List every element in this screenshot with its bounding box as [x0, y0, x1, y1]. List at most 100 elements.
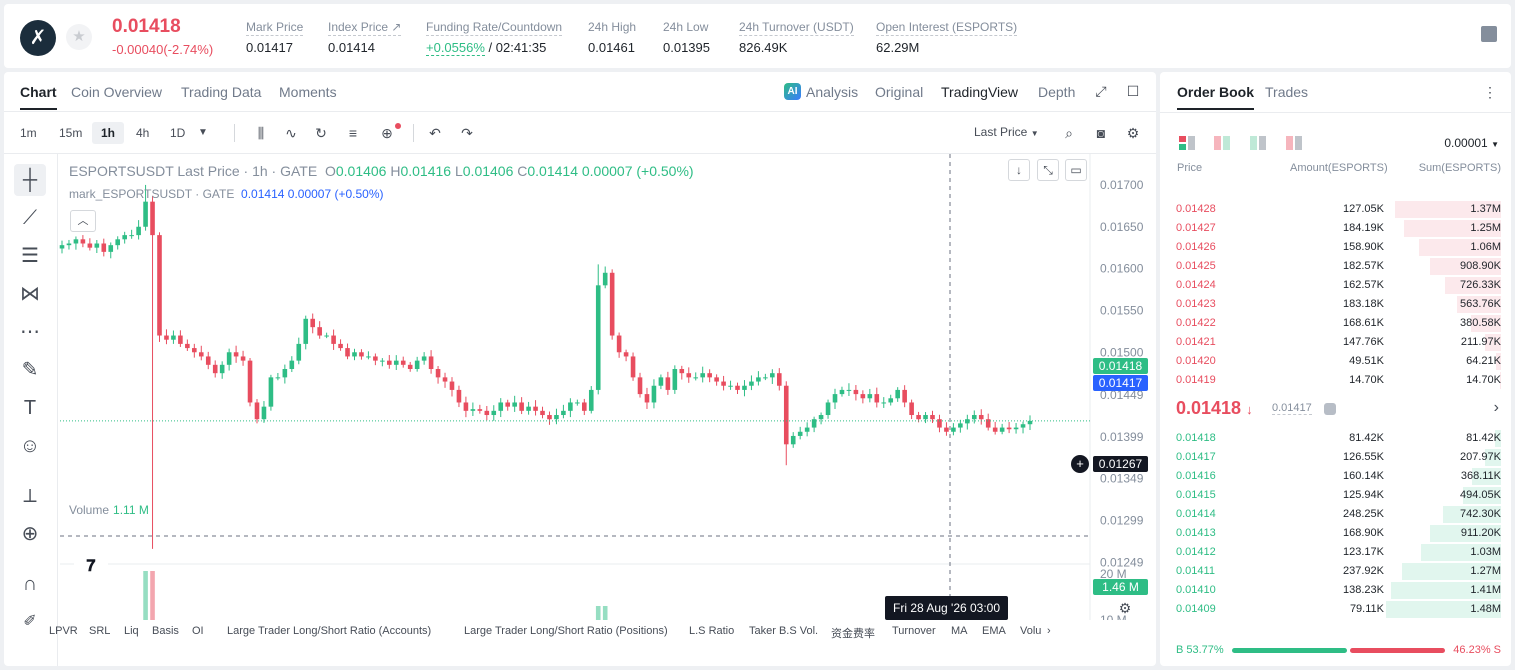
redo-icon[interactable]: ↷ [461, 125, 473, 141]
price-chart[interactable]: 0.017000.016500.016000.015500.015000.014… [4, 154, 1156, 620]
ask-row[interactable]: 0.01427 184.19K 1.25M [1160, 219, 1511, 238]
zoom-in-tool-icon[interactable]: ⊕ [21, 523, 39, 545]
templates-icon[interactable]: ≡ [348, 125, 358, 141]
indicator-basis[interactable]: Basis [152, 625, 179, 637]
tick-size-select[interactable]: 0.00001 ▼ [1444, 136, 1499, 150]
reset-view-icon[interactable]: ▭ [1065, 159, 1087, 181]
bid-row[interactable]: 0.01410 138.23K 1.41M [1160, 581, 1511, 600]
timeframe-dropdown-icon[interactable]: ▼ [198, 127, 208, 138]
ask-row[interactable]: 0.01421 147.76K 211.97K [1160, 333, 1511, 352]
bid-row[interactable]: 0.01415 125.94K 494.05K [1160, 486, 1511, 505]
bid-row[interactable]: 0.01411 237.92K 1.27M [1160, 562, 1511, 581]
timeframe-4h[interactable]: 4h [136, 126, 150, 140]
tab-trading-data[interactable]: Trading Data [181, 84, 262, 100]
indicator-liq[interactable]: Liq [124, 625, 139, 637]
esports-logo-icon[interactable]: ✗ [20, 20, 56, 56]
ask-row[interactable]: 0.01426 158.90K 1.06M [1160, 238, 1511, 257]
magnet-tool-icon[interactable]: ∩ [22, 573, 38, 595]
indicator-lt-positions[interactable]: Large Trader Long/Short Ratio (Positions… [464, 625, 668, 637]
indicator-srl[interactable]: SRL [89, 625, 111, 637]
fib-tool-icon[interactable]: ⋯ [20, 321, 40, 343]
crosshair-tool-icon[interactable]: ┼ [14, 164, 46, 196]
ask-row[interactable]: 0.01425 182.57K 908.90K [1160, 257, 1511, 276]
view-bids-asks-icon[interactable] [1214, 136, 1230, 150]
collapse-arrows-icon[interactable]: ⤡ [1037, 159, 1059, 181]
indicator-ma[interactable]: MA [951, 625, 968, 637]
legend-collapse-button[interactable]: ︿ [70, 210, 96, 232]
bid-row[interactable]: 0.01413 168.90K 911.20K [1160, 524, 1511, 543]
indicator-lt-accounts[interactable]: Large Trader Long/Short Ratio (Accounts) [227, 625, 432, 637]
stat-index-price[interactable]: Index Price ↗ 0.01414 [328, 18, 402, 55]
brush-tool-icon[interactable]: ✎ [21, 359, 39, 381]
ask-row[interactable]: 0.01419 14.70K 14.70K [1160, 371, 1511, 390]
bid-row[interactable]: 0.01416 160.14K 368.11K [1160, 467, 1511, 486]
timeframe-1d[interactable]: 1D [170, 126, 186, 140]
ask-row[interactable]: 0.01422 168.61K 380.58K [1160, 314, 1511, 333]
undo-icon[interactable]: ↶ [429, 125, 441, 141]
view-analysis[interactable]: Analysis [806, 84, 859, 100]
axis-settings-icon[interactable]: ⚙ [1118, 600, 1132, 616]
alert-add-icon[interactable]: ⊕ [381, 125, 393, 141]
candle-type-icon[interactable]: ⫼ [257, 125, 265, 141]
more-options-icon[interactable]: ⋮ [1483, 84, 1497, 100]
indicator-ls-ratio[interactable]: L.S Ratio [689, 625, 735, 637]
timeframe-1h[interactable]: 1h [92, 122, 124, 144]
indicator-ema[interactable]: EMA [982, 625, 1006, 637]
bid-row[interactable]: 0.01409 79.11K 1.48M [1160, 600, 1511, 619]
view-tradingview[interactable]: TradingView [941, 84, 1019, 100]
tab-trades[interactable]: Trades [1265, 84, 1309, 100]
bid-row[interactable]: 0.01412 123.17K 1.03M [1160, 543, 1511, 562]
view-depth[interactable]: Depth [1038, 84, 1076, 100]
indicator-volume[interactable]: Volu [1020, 625, 1042, 637]
view-asks-only-icon[interactable] [1286, 136, 1302, 150]
channel-tool-icon[interactable]: ☰ [21, 245, 39, 267]
chevron-right-icon[interactable]: › [1493, 399, 1499, 416]
bid-row[interactable]: 0.01418 81.42K 81.42K [1160, 429, 1511, 448]
price-source-select[interactable]: Last Price ▼ [974, 125, 1039, 139]
trend-line-tool-icon[interactable]: ⟋ [23, 207, 37, 229]
expand-icon[interactable]: ⤢ [1095, 83, 1107, 99]
mid-price[interactable]: 0.01418 ↓ [1176, 398, 1253, 419]
timeframe-1m[interactable]: 1m [20, 126, 37, 140]
tab-moments[interactable]: Moments [279, 84, 337, 100]
camera-icon[interactable]: ◙ [1096, 125, 1106, 141]
timeframe-15m[interactable]: 15m [59, 126, 83, 140]
view-original[interactable]: Original [875, 84, 924, 100]
indicator-scroll-right-icon[interactable]: › [1047, 625, 1051, 637]
pattern-tool-icon[interactable]: ⋈ [20, 283, 40, 305]
ask-row[interactable]: 0.01428 127.05K 1.37M [1160, 200, 1511, 219]
indicator-taker-vol[interactable]: Taker B.S Vol. [749, 625, 819, 637]
stat-funding-rate[interactable]: Funding Rate/Countdown +0.0556% / 02:41:… [426, 18, 563, 56]
contract-info-icon[interactable] [1481, 26, 1497, 42]
view-both-icon[interactable] [1179, 136, 1195, 150]
lock-drawing-tool-icon[interactable]: ✐ [23, 613, 37, 630]
settings-gear-icon[interactable]: ⚙ [1126, 125, 1140, 141]
indicators-icon[interactable]: ∿ [285, 125, 297, 141]
stat-open-interest[interactable]: Open Interest (ESPORTS) 62.29M [876, 18, 1018, 55]
ask-row[interactable]: 0.01420 49.51K 64.21K [1160, 352, 1511, 371]
favorite-star-icon[interactable]: ★ [66, 24, 92, 50]
ask-row[interactable]: 0.01424 162.57K 726.33K [1160, 276, 1511, 295]
tab-order-book[interactable]: Order Book [1177, 84, 1255, 110]
ruler-tool-icon[interactable]: ⟂ [23, 485, 37, 507]
stat-mark-price[interactable]: Mark Price 0.01417 [246, 18, 304, 55]
stat-24h-turnover[interactable]: 24h Turnover (USDT) 826.49K [739, 18, 854, 55]
bid-row[interactable]: 0.01417 126.55K 207.97K [1160, 448, 1511, 467]
tradingview-logo-icon[interactable]: 𝟕 [74, 552, 108, 582]
indicator-funding-rate[interactable]: 资金费率 [831, 628, 875, 640]
ask-row[interactable]: 0.01423 183.18K 563.76K [1160, 295, 1511, 314]
crosshair-add-icon[interactable]: + [1071, 455, 1089, 473]
text-tool-icon[interactable]: T [23, 397, 37, 419]
compare-icon[interactable]: ↻ [315, 125, 327, 141]
tab-chart[interactable]: Chart [20, 84, 57, 110]
emoji-tool-icon[interactable]: ☺ [19, 435, 41, 457]
indicator-lpvr[interactable]: LPVR [49, 625, 78, 637]
indicator-turnover[interactable]: Turnover [892, 625, 936, 637]
ai-analysis-icon[interactable]: AI [784, 83, 801, 100]
bid-row[interactable]: 0.01414 248.25K 742.30K [1160, 505, 1511, 524]
scroll-down-icon[interactable]: ↓ [1008, 159, 1030, 181]
view-bids-only-icon[interactable] [1250, 136, 1266, 150]
indicator-oi[interactable]: OI [192, 625, 204, 637]
tab-coin-overview[interactable]: Coin Overview [71, 84, 163, 100]
search-icon[interactable]: ⌕ [1065, 125, 1073, 141]
